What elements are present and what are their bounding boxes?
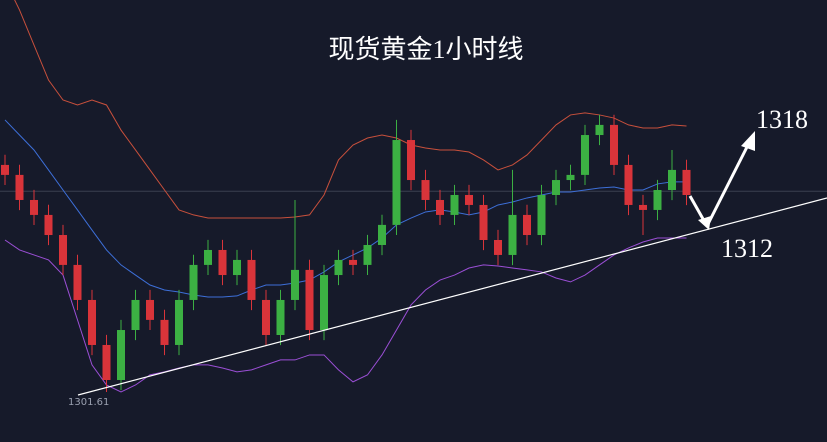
candle-body	[552, 180, 560, 195]
candle-body	[407, 140, 415, 181]
candle-body	[421, 180, 430, 200]
candle-body	[88, 299, 96, 345]
candle-body	[218, 249, 227, 276]
candle-body	[682, 169, 691, 195]
candle-body	[44, 214, 53, 236]
candle-body	[1, 164, 9, 175]
candle-body	[320, 275, 328, 331]
band-line	[14, 0, 687, 219]
candle-body	[247, 259, 256, 300]
candle-body	[146, 299, 154, 320]
candle-body	[276, 299, 285, 336]
candle-body	[465, 194, 473, 205]
candle-body	[508, 214, 517, 255]
candle-body	[204, 249, 212, 265]
annotation: 1318	[756, 105, 808, 134]
candle-body	[15, 174, 24, 200]
candle-body	[334, 259, 343, 276]
candle-body	[610, 124, 618, 165]
candle-body	[392, 140, 401, 225]
candle-body	[378, 224, 386, 245]
arrow-up-head	[741, 131, 755, 151]
low-label: 1301.61	[68, 397, 109, 408]
plot-area	[0, 0, 827, 393]
candle-body	[363, 244, 372, 265]
candle-body	[494, 240, 502, 255]
candle-body	[450, 194, 459, 215]
arrow-down-head	[698, 216, 711, 230]
candle-body	[233, 259, 241, 276]
candle-body	[291, 269, 299, 300]
candle-body	[117, 330, 125, 381]
candle-body	[189, 264, 198, 300]
candle-body	[624, 164, 633, 205]
arrow-up	[705, 144, 750, 227]
candle-body	[305, 269, 314, 331]
candle-body	[102, 344, 111, 381]
candle-body	[653, 190, 662, 210]
candle-body	[131, 299, 140, 331]
candle-body	[523, 214, 531, 236]
chart-title: 现货黄金1小时线	[328, 35, 523, 64]
candle-body	[436, 199, 444, 215]
candle-body	[668, 169, 676, 191]
candle-body	[537, 194, 546, 236]
candle-body	[479, 204, 488, 241]
band-line	[4, 237, 687, 393]
candle-body	[262, 299, 270, 336]
candle-body	[59, 235, 67, 265]
candle-body	[30, 199, 38, 215]
candle-body	[595, 124, 604, 136]
candle-body	[160, 319, 169, 345]
candle-body	[73, 264, 82, 300]
candle-body	[639, 204, 647, 210]
candle-body	[566, 174, 575, 181]
trend-line	[77, 197, 827, 396]
candle-body	[581, 135, 589, 175]
annotation: 1312	[721, 234, 773, 263]
band-line	[4, 119, 687, 298]
candle-body	[349, 259, 357, 265]
candle-body	[175, 299, 183, 345]
